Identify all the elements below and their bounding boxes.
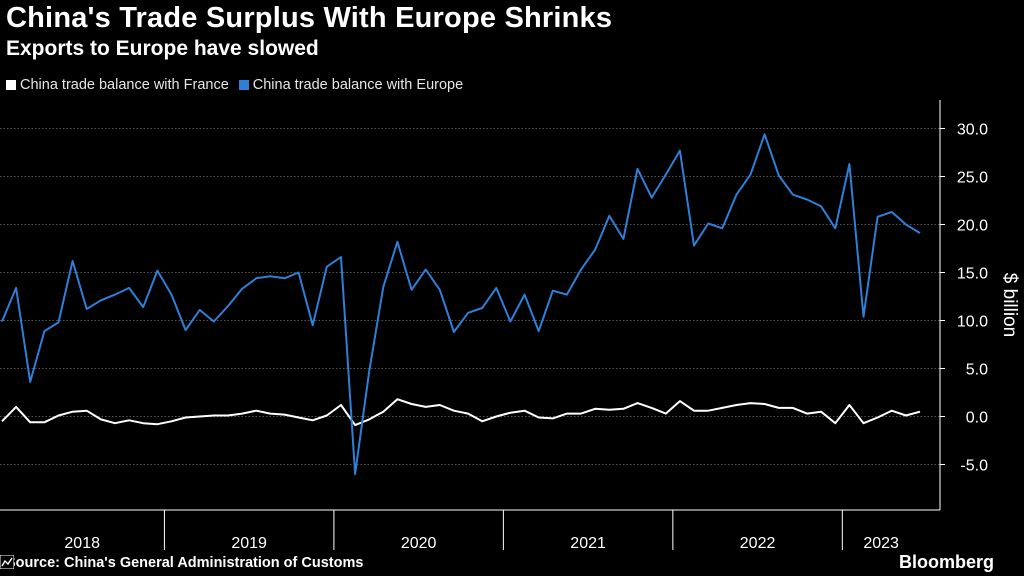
y-tick-label: 0.0 bbox=[966, 410, 988, 427]
year-label: 2022 bbox=[740, 535, 776, 552]
gridlines bbox=[0, 128, 940, 465]
year-label: 2021 bbox=[570, 535, 606, 552]
legend: China trade balance with France China tr… bbox=[6, 77, 473, 93]
y-tick-label: 25.0 bbox=[957, 170, 988, 187]
x-axis: 2018 2019 2020 2021 2022 2023 bbox=[0, 509, 940, 552]
legend-swatch-europe bbox=[238, 80, 249, 90]
legend-label-france: China trade balance with France bbox=[20, 77, 229, 93]
bloomberg-chart-icon bbox=[0, 555, 14, 569]
year-label: 2019 bbox=[231, 535, 267, 552]
year-label: 2023 bbox=[863, 535, 899, 552]
chart-title: China's Trade Surplus With Europe Shrink… bbox=[6, 2, 613, 34]
chart-subtitle: Exports to Europe have slowed bbox=[6, 37, 319, 60]
y-tick-label: 15.0 bbox=[957, 266, 988, 283]
legend-item-france: China trade balance with France bbox=[6, 77, 229, 93]
source-note: Source: China's General Administration o… bbox=[6, 555, 364, 571]
y-tick-label: -5.0 bbox=[960, 458, 988, 475]
brand-logo: Bloomberg bbox=[898, 552, 994, 572]
y-tick-label: 30.0 bbox=[957, 122, 988, 139]
series-line-france bbox=[1, 398, 921, 427]
legend-item-europe: China trade balance with Europe bbox=[238, 77, 464, 93]
y-axis: 30.0 25.0 20.0 15.0 10.0 5.0 0.0 -5.0 bbox=[939, 100, 988, 510]
year-label: 2020 bbox=[401, 535, 437, 552]
y-tick-label: 5.0 bbox=[966, 362, 988, 379]
series-group bbox=[1, 133, 921, 476]
y-axis-label: $ billion bbox=[999, 273, 1020, 337]
legend-swatch-france bbox=[6, 80, 16, 90]
y-tick-label: 20.0 bbox=[957, 218, 988, 235]
year-label: 2018 bbox=[64, 535, 100, 552]
y-tick-label: 10.0 bbox=[957, 314, 988, 331]
legend-label-europe: China trade balance with Europe bbox=[252, 77, 464, 93]
series-line-europe bbox=[1, 133, 921, 476]
